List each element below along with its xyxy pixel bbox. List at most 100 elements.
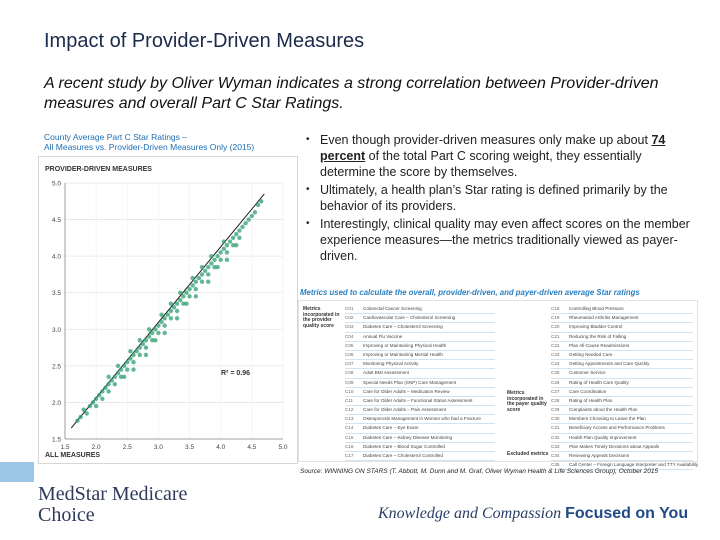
chart-point <box>143 345 149 350</box>
metric-code: C35 <box>551 462 560 468</box>
chart-caption-line2: All Measures vs. Provider-Driven Measure… <box>44 142 255 152</box>
metric-row: C06 Improving or Maintaining Mental Healt… <box>345 351 495 361</box>
chart-point <box>181 301 186 306</box>
chart-xlabel: ALL MEASURES <box>45 452 100 459</box>
metric-label: Diabetes Care – Cholesterol Screening <box>363 324 443 330</box>
metric-label: Care for Older Adults – Medication Revie… <box>363 388 450 394</box>
chart-y-tick-label: 3.5 <box>52 290 61 297</box>
bullet-text: Even though provider-driven measures onl… <box>320 133 652 147</box>
chart-point <box>150 338 155 343</box>
chart-point <box>227 239 233 244</box>
chart-point <box>156 330 161 336</box>
metric-code: C12 <box>345 407 354 413</box>
chart-point <box>255 202 261 208</box>
chart-point <box>196 275 202 281</box>
metric-code: C33 <box>551 443 560 449</box>
chart-point <box>215 264 220 270</box>
metric-code: C04 <box>345 333 354 339</box>
bullet-item: • Even though provider-driven measures o… <box>306 132 696 180</box>
chart-x-tick-label: 4.0 <box>216 444 225 451</box>
chart-point <box>193 294 198 299</box>
chart-point <box>140 341 146 347</box>
metric-code: C02 <box>345 315 354 321</box>
chart-point <box>78 414 83 420</box>
chart-title: PROVIDER-DRIVEN MEASURES <box>45 166 152 173</box>
metric-label: Colorectal Cancer Screening <box>363 306 422 311</box>
metric-row: C21 Reducing the Risk of Falling <box>551 333 693 342</box>
chart-point <box>190 275 195 281</box>
metric-row: C15 Diabetes Care – Kidney Disease Monito… <box>345 434 495 443</box>
chart-point <box>146 327 152 332</box>
metrics-left-column: C01 Colorectal Cancer Screening C02 Cardiov… <box>345 305 495 462</box>
chart-caption-line1: County Average Part C Star Ratings – <box>44 132 188 142</box>
slide-subtitle: A recent study by Oliver Wyman indicates… <box>44 75 659 112</box>
chart-point <box>121 363 127 369</box>
chart-point <box>171 305 177 310</box>
slide-title: Impact of Provider-Driven Measures <box>44 30 365 52</box>
metric-code: C29 <box>551 407 560 413</box>
chart-point <box>212 257 217 262</box>
chart-point <box>93 403 99 409</box>
metric-label: Cardiovascular Care – Cholesterol Screen… <box>363 315 456 321</box>
bullet-dot: • <box>306 184 310 195</box>
chart-point <box>128 356 133 361</box>
metric-code: C34 <box>551 453 560 458</box>
metric-label: Members Choosing to Leave the Plan <box>569 416 646 422</box>
metric-label: Plan Makes Timely Decisions about Appeal… <box>569 443 660 449</box>
chart-point <box>193 286 198 292</box>
chart-point <box>259 199 264 204</box>
chart-point <box>206 279 211 284</box>
metric-row: C05 Improving or Maintaining Physical Hea… <box>345 342 495 351</box>
metric-code: C24 <box>551 361 560 367</box>
chart-point <box>215 253 220 259</box>
medstar-logo: MedStar Medicare Choice <box>38 484 187 526</box>
chart-y-tick-label: 4.0 <box>52 254 61 261</box>
metric-row: C30 Members Choosing to Leave the Plan <box>551 415 693 425</box>
metric-code: C18 <box>551 306 560 311</box>
metric-row: C20 Improving Bladder Control <box>551 323 693 333</box>
metric-label: Reviewing Appeals Decisions <box>569 453 630 458</box>
metric-row: C14 Diabetes Care – Eye Exam <box>345 424 495 434</box>
chart-point <box>187 294 192 299</box>
chart-point <box>134 349 139 354</box>
chart-points-group <box>75 199 264 423</box>
metric-row: C01 Colorectal Cancer Screening <box>345 305 495 315</box>
chart-point <box>143 352 149 358</box>
metric-code: C11 <box>345 397 354 403</box>
metric-row: C18 Controlling Blood Pressure <box>551 305 693 315</box>
metric-row: C03 Diabetes Care – Cholesterol Screening <box>345 323 495 333</box>
bullet-text: Interestingly, clinical quality may even… <box>320 217 690 263</box>
metric-row: C16 Diabetes Care – Blood Sugar Controlle… <box>345 443 495 452</box>
chart-point <box>174 316 180 321</box>
chart-point <box>137 352 142 358</box>
metric-label: Call Center – Foreign Language Interpret… <box>569 462 699 468</box>
metric-row: C33 Plan Makes Timely Decisions about App… <box>551 443 693 452</box>
chart-point <box>224 242 230 248</box>
chart-point <box>243 221 248 226</box>
chart-point <box>106 389 111 394</box>
metric-row: C08 Adult BMI Assessment <box>345 369 495 379</box>
chart-point <box>184 290 189 295</box>
chart-point <box>156 323 161 328</box>
chart-point <box>159 312 164 317</box>
chart-point <box>252 210 258 215</box>
metric-code: C28 <box>551 397 560 403</box>
chart-caption: County Average Part C Star Ratings – All… <box>44 132 294 152</box>
metric-label: Monitoring Physical Activity <box>363 361 419 367</box>
bullet-dot: • <box>306 218 310 229</box>
metric-row: C26 Rating of Health Care Quality <box>551 379 693 388</box>
metric-row: C31 Beneficiary Access and Performance Pr… <box>551 424 693 434</box>
metric-label: Rating of Health Plan <box>569 397 613 403</box>
chart-point <box>187 286 192 292</box>
metric-label: Diabetes Care – Blood Sugar Controlled <box>363 443 445 449</box>
chart-point <box>125 360 130 365</box>
metric-code: C07 <box>345 361 354 367</box>
metric-label: Adult BMI Assessment <box>363 370 409 376</box>
chart-point <box>153 338 158 343</box>
metric-label: Special Needs Plan (SNP) Care Management <box>363 379 457 385</box>
chart-point <box>230 235 236 241</box>
metric-row: C32 Health Plan Quality Improvement <box>551 434 693 443</box>
chart-point <box>103 385 108 390</box>
chart-point <box>81 407 86 412</box>
chart-y-tick-label: 4.5 <box>52 217 61 224</box>
